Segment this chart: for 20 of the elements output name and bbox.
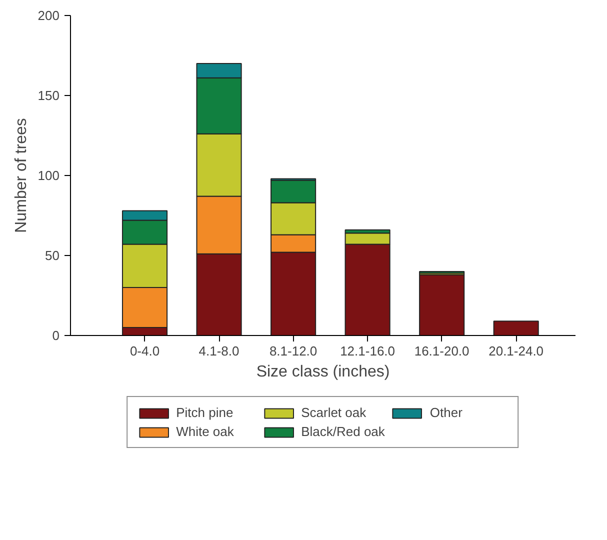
legend-label: Other	[430, 405, 464, 420]
legend-label: Scarlet oak	[301, 405, 368, 420]
x-tick-label: 12.1-16.0	[340, 344, 396, 358]
legend-label: Black/Red oak	[301, 424, 385, 439]
x-tick-label: 8.1-12.0	[269, 344, 318, 358]
legend-label: White oak	[176, 424, 235, 439]
bar	[493, 320, 539, 336]
y-axis-title: Number of trees	[12, 118, 30, 233]
y-tick-label: 50	[45, 248, 60, 263]
y-tick-label: 150	[38, 88, 60, 103]
y-tick-label: 200	[38, 8, 60, 23]
x-tick-label: 0-4.0	[130, 344, 160, 358]
y-tick-label: 0	[52, 328, 60, 343]
x-axis-title: Size class (inches)	[256, 364, 390, 380]
y-tick-label: 100	[38, 168, 60, 183]
x-tick-label: 16.1-20.0	[414, 344, 470, 358]
bar	[419, 274, 465, 336]
x-tick-label: 20.1-24.0	[488, 344, 544, 358]
x-tick-label: 4.1-8.0	[198, 344, 240, 358]
legend-label: Pitch pine	[176, 405, 234, 420]
